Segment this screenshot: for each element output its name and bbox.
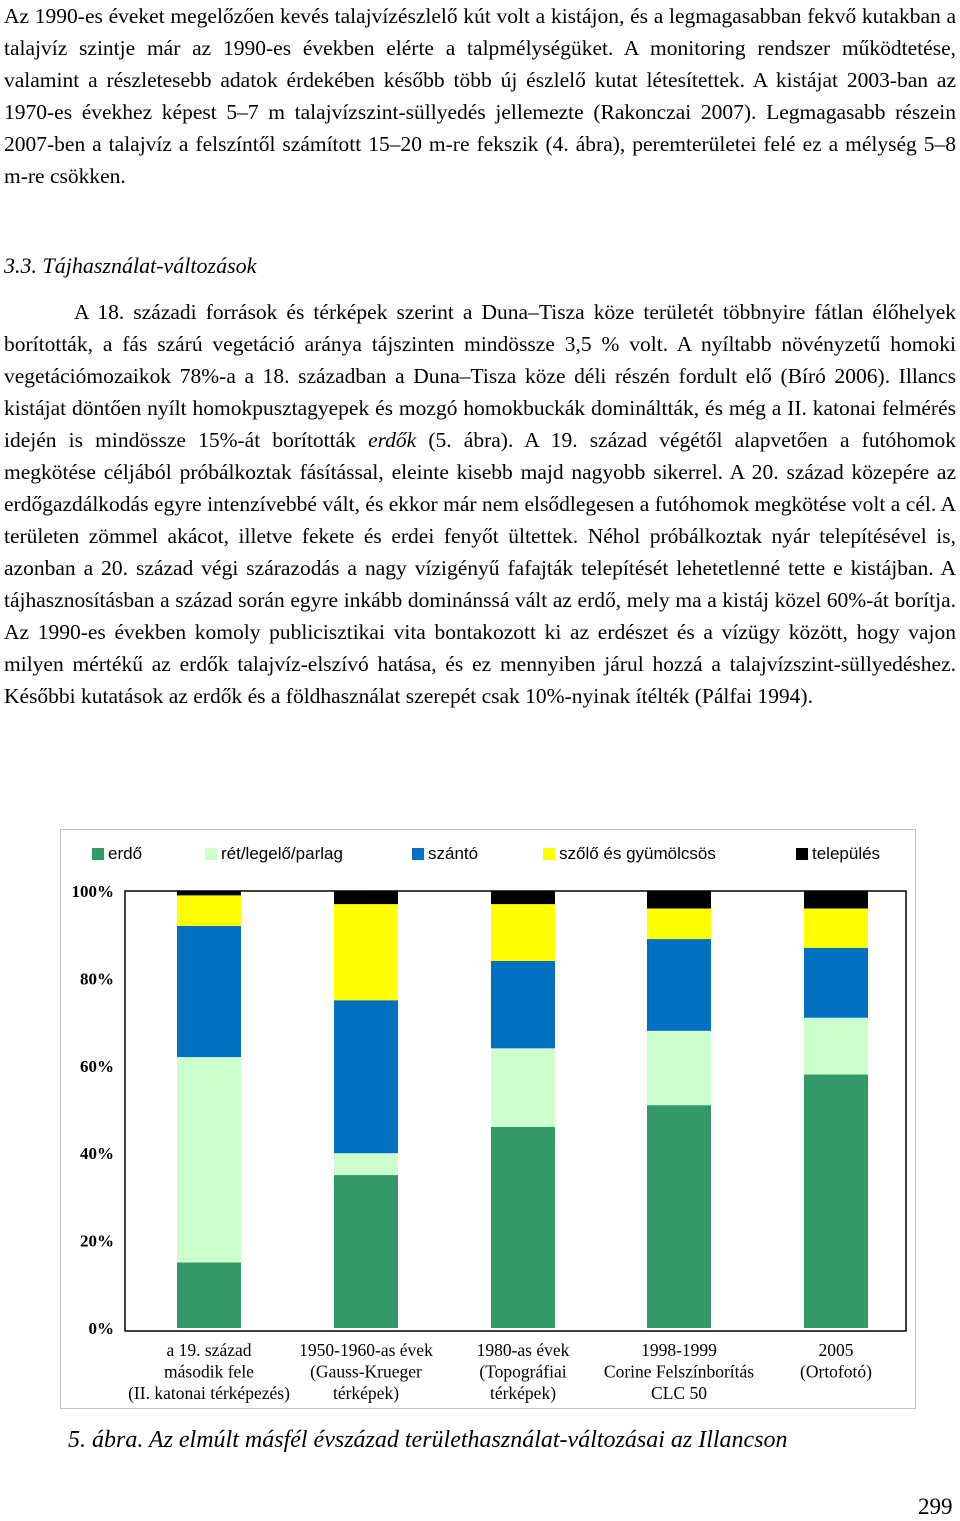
x-tick-label-line: 2005 [819,1340,854,1360]
x-axis: a 19. század második fele (II. katonai tér… [128,1340,872,1403]
page-number: 299 [918,1494,953,1519]
x-tick-label: 1998-1999 Corine Felszínborítás CLC 50 [604,1340,754,1403]
bar-segment-telepules [647,891,711,909]
y-tick-label: 100% [72,882,115,901]
y-tick-label: 80% [80,969,114,988]
legend-swatch-ret-legelo-parlag [205,848,217,860]
bar-segment-erdo [647,1105,711,1328]
legend-swatch-telepules [796,848,808,860]
bar-segment-szolo-es-gyumolcsos [647,908,711,940]
land-use-chart: erdő rét/legelő/parlag szántó szőlő és gyüm… [60,829,916,1409]
bar-segment-ret-legelo-parlag [647,1030,711,1106]
x-tick-label-line: Corine Felszínborítás [604,1362,754,1382]
bar-segment-telepules [334,891,398,905]
legend-label-ret-legelo-parlag: rét/legelő/parlag [221,844,343,863]
bar-segment-szolo-es-gyumolcsos [334,904,398,1001]
figure-caption: 5. ábra. Az elmúlt másfél évszázad terül… [68,1427,788,1453]
x-tick-label: a 19. század második fele (II. katonai tér… [128,1340,290,1403]
bar-segment-szolo-es-gyumolcsos [177,895,241,926]
y-tick-label: 60% [80,1057,114,1076]
bar-segment-szanto [177,925,241,1058]
legend-swatch-szanto [412,848,424,860]
bar-segment-erdo [334,1175,398,1328]
bar-segment-ret-legelo-parlag [177,1057,241,1263]
x-tick-label-line: (Gauss-Krueger [310,1362,422,1382]
chart-legend: erdő rét/legelő/parlag szántó szőlő és gyüm… [92,844,880,863]
x-tick-label-line: 1998-1999 [641,1340,717,1360]
x-tick-label-line: (II. katonai térképezés) [128,1383,290,1403]
bar-segment-telepules [491,891,555,905]
bar-segment-szanto [804,947,868,1018]
x-tick-label-line: 1980-as évek [477,1340,570,1360]
paragraph-2: A 18. századi források és térképek szeri… [4,296,956,712]
legend-label-szanto: szántó [428,844,478,863]
bar-segment-ret-legelo-parlag [334,1153,398,1176]
y-tick-label: 0% [89,1319,115,1338]
x-tick-label-line: térképek) [490,1383,556,1403]
paragraph-1: Az 1990-es éveket megelőzően kevés talaj… [4,4,956,188]
bar-segment-szanto [334,1000,398,1154]
legend-label-erdo: erdő [108,844,142,863]
bar-segment-erdo [177,1262,241,1328]
paragraph-2-italic: erdők [368,428,417,452]
paragraph-2-text-a: A 18. századi források és térképek szeri… [4,300,956,452]
legend-label-szolo-es-gyumolcsos: szőlő és gyümölcsös [559,844,716,863]
y-tick-label: 40% [80,1144,114,1163]
x-tick-label-line: második fele [164,1362,254,1382]
bar-segment-telepules [177,891,241,896]
bar-segment-szolo-es-gyumolcsos [804,908,868,948]
x-tick-label-line: (Ortofotó) [800,1362,872,1382]
paragraph-2-text-b: (5. ábra). A 19. század végétől alapvető… [4,428,956,708]
x-tick-label: 1980-as évek (Topográfiai térképek) [477,1340,570,1403]
x-tick-label-line: CLC 50 [651,1383,707,1403]
x-tick-label-line: 1950-1960-as évek [299,1340,433,1360]
bar-segment-ret-legelo-parlag [804,1017,868,1075]
bar-segment-szanto [647,939,711,1031]
legend-swatch-erdo [92,848,104,860]
section-heading: 3.3. Tájhasználat-változások [4,253,257,278]
x-tick-label-line: térképek) [333,1383,399,1403]
y-axis: 0% 20% 40% 60% 80% 100% [72,882,115,1338]
bar-segment-erdo [804,1074,868,1328]
legend-swatch-szolo-es-gyumolcsos [543,848,555,860]
bar-segment-szolo-es-gyumolcsos [491,904,555,961]
x-tick-label-line: a 19. század [166,1340,251,1360]
bar-segment-ret-legelo-parlag [491,1048,555,1127]
chart-bars [177,891,868,1328]
y-tick-label: 20% [80,1232,114,1251]
bar-segment-erdo [491,1126,555,1328]
x-tick-label: 1950-1960-as évek (Gauss-Krueger térképek) [299,1340,433,1403]
bar-segment-szanto [491,960,555,1049]
bar-segment-telepules [804,891,868,909]
legend-label-telepules: település [812,844,880,863]
x-tick-label: 2005 (Ortofotó) [800,1340,872,1382]
x-tick-label-line: (Topográfiai [479,1362,566,1382]
